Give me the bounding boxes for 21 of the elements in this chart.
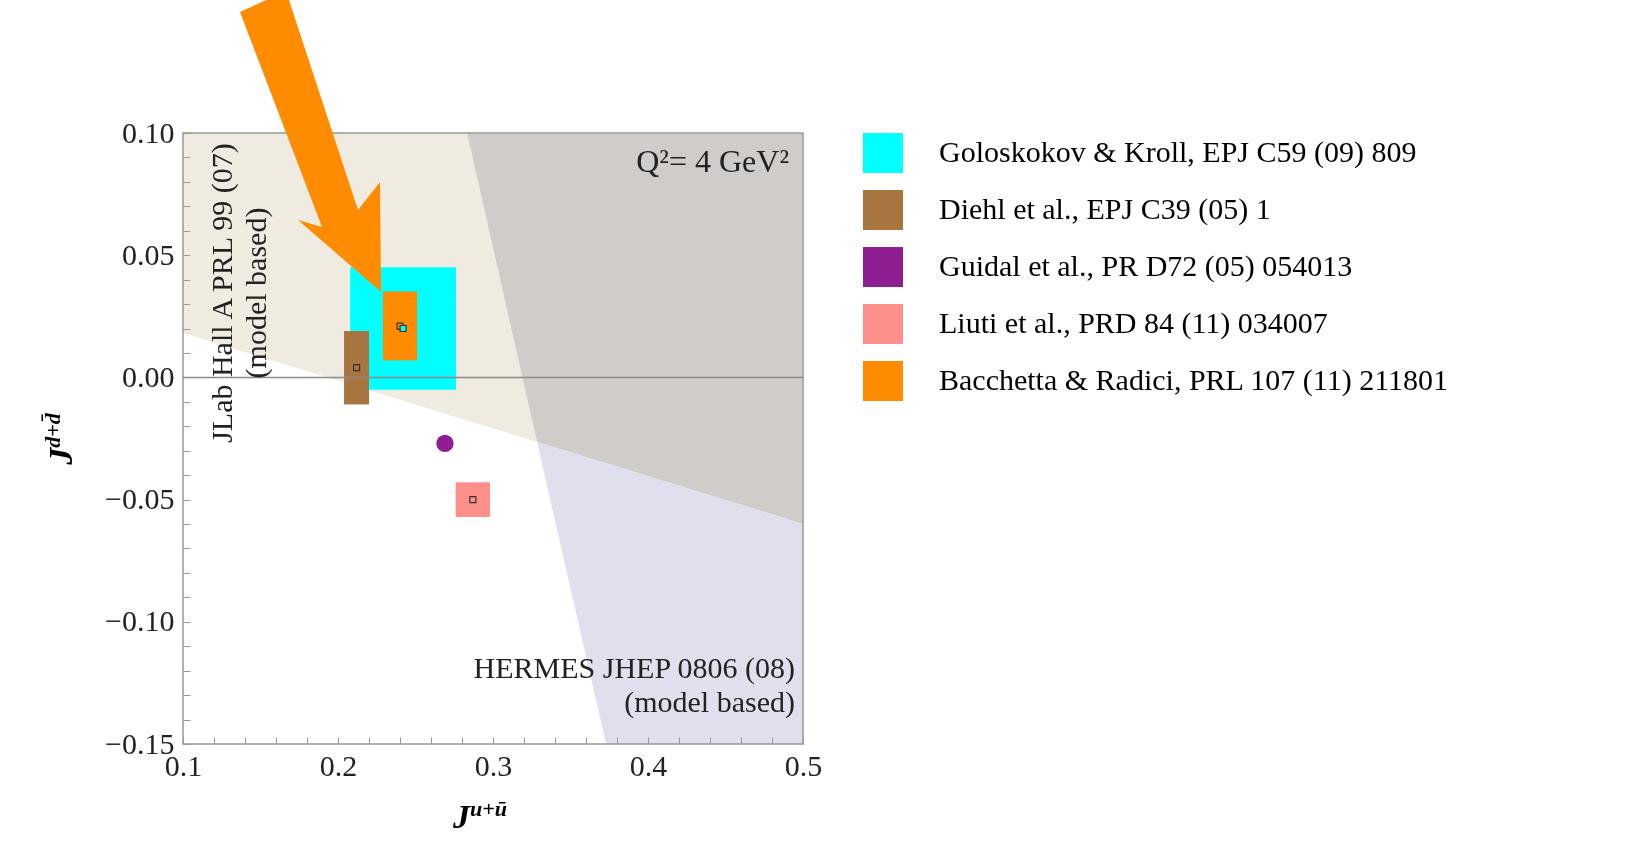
y-tick-label: −0.10 — [105, 604, 175, 638]
y-tick-label: −0.05 — [105, 482, 175, 516]
x-tick-label: 0.3 — [474, 748, 513, 782]
y-tick-label: 0.00 — [122, 359, 175, 393]
point — [353, 364, 361, 372]
x-tick-label: 0.4 — [629, 748, 668, 782]
point — [436, 434, 454, 453]
y-tick-label: 0.05 — [122, 237, 175, 271]
annotation: JLab Hall A PRL 99 (07) (model based) — [205, 143, 273, 443]
legend-label: Diehl et al., EPJ C39 (05) 1 — [939, 192, 1271, 226]
x-tick-label: 0.2 — [319, 748, 358, 782]
legend-label: Goloskokov & Kroll, EPJ C59 (09) 809 — [939, 135, 1417, 169]
x-tick-label: 0.5 — [784, 748, 823, 782]
annotation: HERMES JHEP 0806 (08) (model based) — [473, 651, 795, 719]
x-axis-title: J$^{u+ū}$ — [453, 796, 508, 837]
legend-label: Bacchetta & Radici, PRL 107 (11) 211801 — [939, 363, 1449, 397]
legend-label: Liuti et al., PRD 84 (11) 034007 — [939, 306, 1328, 340]
point — [469, 496, 477, 504]
legend-label: Guidal et al., PR D72 (05) 054013 — [939, 249, 1353, 283]
y-tick-label: 0.10 — [122, 115, 175, 149]
annotation: Q²= 4 GeV² — [636, 143, 789, 179]
